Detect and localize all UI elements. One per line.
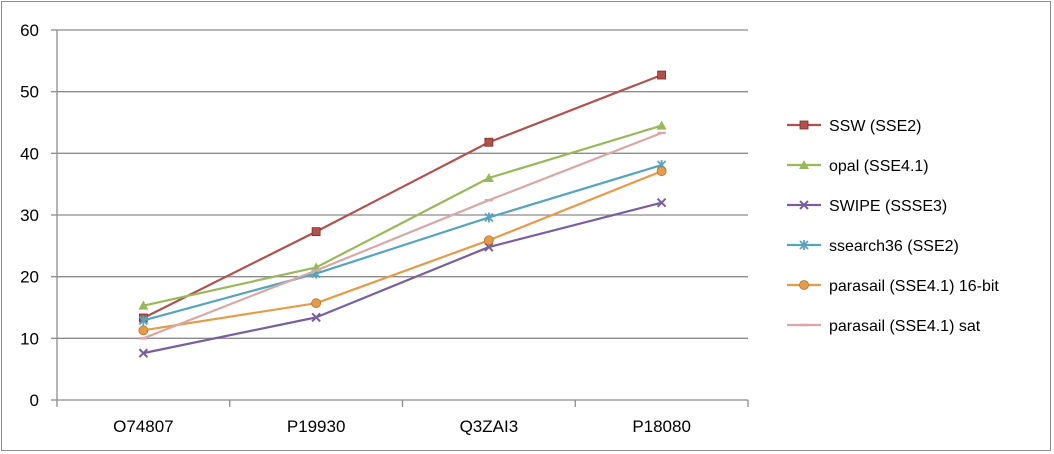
legend-item: ssearch36 (SSE2)	[787, 238, 959, 255]
legend-item: parasail (SSE4.1) sat	[787, 318, 981, 335]
legend-item: parasail (SSE4.1) 16-bit	[787, 278, 999, 295]
data-point	[484, 137, 494, 147]
series-line	[143, 124, 662, 307]
marker-x	[311, 312, 321, 323]
marker-square	[484, 137, 494, 147]
series-5	[138, 166, 667, 336]
data-point	[138, 300, 149, 310]
legend-label: parasail (SSE4.1) sat	[829, 318, 981, 335]
data-point	[656, 120, 667, 130]
legend-item: SSW (SSE2)	[787, 118, 921, 135]
y-axis-ticks: 0 10 20 30 40 50 60	[20, 21, 57, 410]
data-point	[656, 166, 667, 177]
data-point	[657, 70, 667, 80]
series-2	[138, 120, 667, 310]
marker-circle	[483, 235, 494, 246]
marker-triangle	[656, 120, 667, 130]
legend-label: ssearch36 (SSE2)	[829, 238, 959, 255]
data-point	[483, 173, 494, 182]
legend-item: opal (SSE4.1)	[787, 158, 929, 175]
x-tick-label: Q3ZAI3	[460, 417, 519, 436]
data-point	[484, 242, 494, 252]
y-tick-label: 30	[20, 206, 39, 225]
data-point	[138, 348, 149, 358]
y-tick-label: 40	[20, 144, 39, 163]
marker-x	[138, 348, 149, 358]
marker-x	[484, 242, 494, 252]
x-axis-ticks: O74807 P19930 Q3ZAI3 P18080	[56, 400, 749, 436]
data-point	[484, 212, 494, 223]
series-line	[143, 170, 663, 332]
marker-star	[484, 212, 494, 223]
legend-item: SWIPE (SSSE3)	[787, 198, 947, 215]
marker-triangle	[483, 173, 494, 182]
data-point	[311, 227, 321, 237]
data-point	[311, 312, 321, 323]
series-line	[143, 163, 662, 322]
series-4	[138, 160, 667, 326]
marker-circle	[799, 280, 809, 290]
marker-triangle	[799, 160, 809, 169]
marker-triangle	[138, 300, 149, 310]
data-point	[138, 315, 149, 326]
marker-circle	[656, 166, 667, 177]
marker-square	[799, 120, 809, 130]
y-tick-label: 20	[20, 268, 39, 287]
data-point	[138, 325, 149, 336]
y-tick-label: 10	[20, 329, 39, 348]
marker-circle	[138, 325, 149, 336]
marker-square	[657, 70, 667, 80]
x-tick-label: P18080	[632, 417, 691, 436]
x-tick-label: O74807	[113, 417, 174, 436]
data-point	[311, 298, 322, 309]
y-tick-label: 50	[20, 83, 39, 102]
y-tick-label: 60	[20, 21, 39, 40]
series-line	[142, 73, 663, 319]
marker-circle	[311, 298, 322, 309]
marker-square	[311, 227, 321, 237]
gridlines	[57, 29, 748, 339]
x-tick-label: P19930	[287, 417, 346, 436]
legend: SSW (SSE2) opal (SSE4.1) SWIPE (SSSE3) ssea…	[787, 118, 999, 335]
series-line	[142, 131, 663, 340]
series-6	[139, 131, 666, 340]
series-line	[143, 201, 662, 355]
y-tick-label: 0	[30, 391, 39, 410]
series-3	[138, 197, 667, 358]
legend-label: parasail (SSE4.1) 16-bit	[829, 278, 999, 295]
marker-star	[799, 240, 809, 250]
legend-label: SSW (SSE2)	[829, 118, 921, 135]
marker-x	[799, 200, 809, 210]
data-point	[483, 235, 494, 246]
marker-x	[656, 197, 667, 208]
legend-label: SWIPE (SSSE3)	[829, 198, 947, 215]
data-point	[656, 197, 667, 208]
legend-label: opal (SSE4.1)	[829, 158, 929, 175]
marker-star	[138, 315, 149, 326]
series-1	[138, 70, 667, 323]
